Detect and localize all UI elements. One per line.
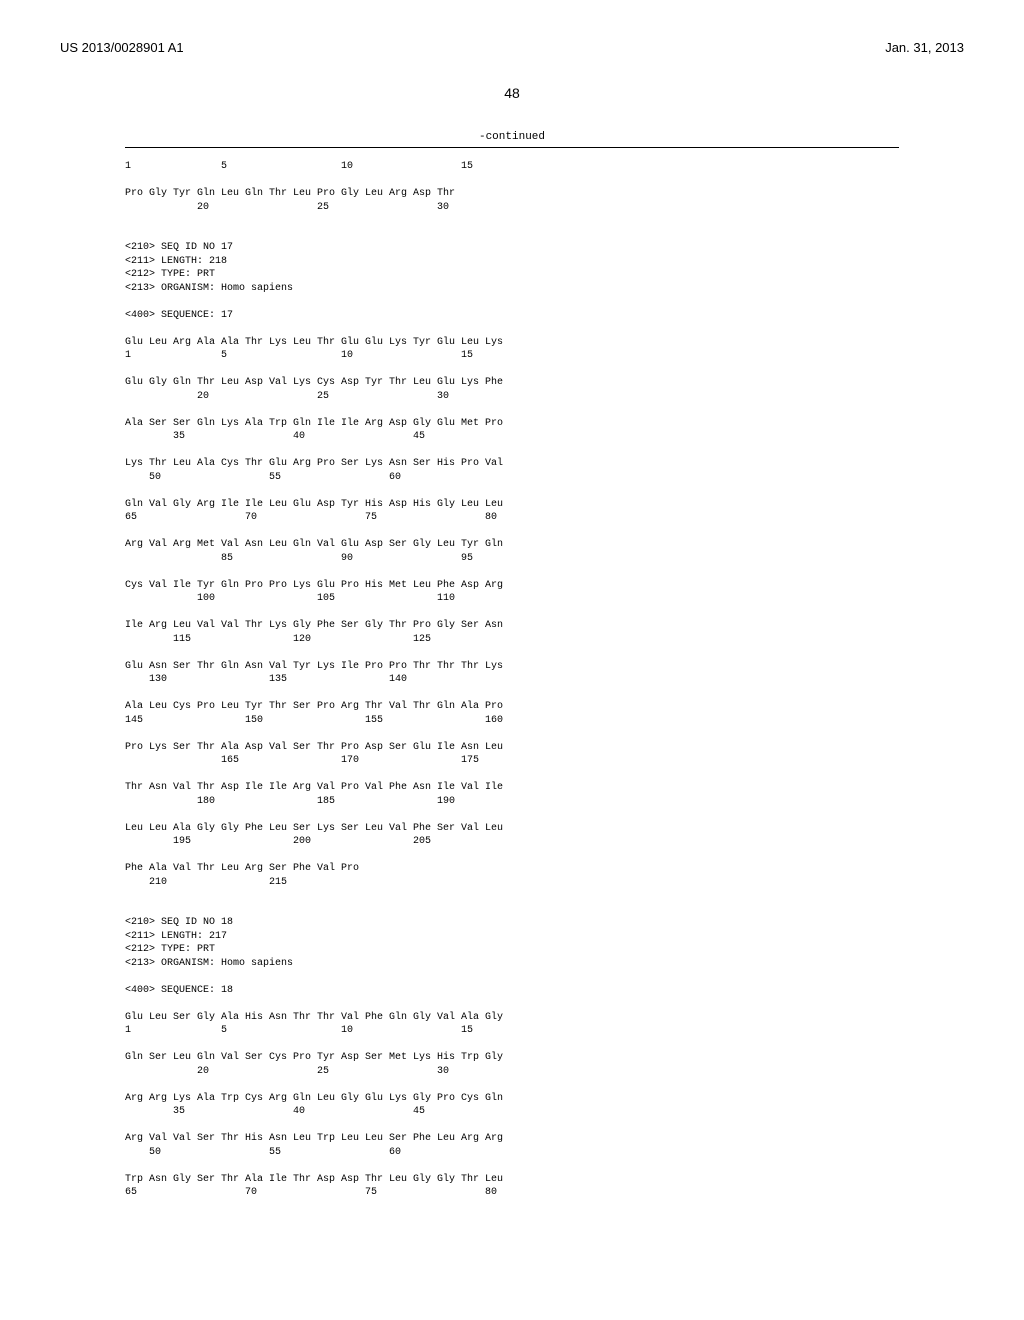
- doc-date: Jan. 31, 2013: [885, 40, 964, 55]
- page-number: 48: [60, 85, 964, 101]
- separator-line: [125, 147, 899, 148]
- page-header: US 2013/0028901 A1 Jan. 31, 2013: [60, 40, 964, 55]
- doc-number: US 2013/0028901 A1: [60, 40, 184, 55]
- continued-label: -continued: [60, 131, 964, 143]
- sequence-listing: 1 5 10 15 Pro Gly Tyr Gln Leu Gln Thr Le…: [125, 160, 964, 1200]
- document-page: US 2013/0028901 A1 Jan. 31, 2013 48 -con…: [0, 0, 1024, 1240]
